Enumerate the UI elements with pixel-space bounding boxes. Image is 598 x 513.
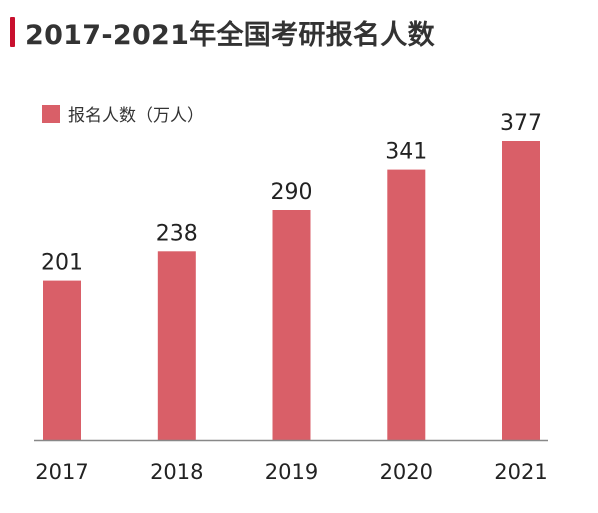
- data-label-2018: 238: [156, 221, 198, 246]
- data-label-2019: 290: [271, 180, 313, 205]
- bar-2019: [272, 210, 311, 440]
- legend-label: 报名人数（万人）: [68, 106, 204, 126]
- data-label-2017: 201: [41, 251, 83, 276]
- x-tick-label-2020: 2020: [380, 460, 433, 484]
- data-label-2021: 377: [500, 111, 542, 136]
- bar-2021: [502, 141, 540, 440]
- x-tick-label-2021: 2021: [494, 460, 547, 484]
- bars-layer: [43, 141, 540, 440]
- chart-legend: 报名人数（万人）: [42, 101, 204, 126]
- x-tick-label-2017: 2017: [35, 460, 88, 484]
- x-tick-label-2019: 2019: [265, 460, 318, 484]
- bar-2017: [43, 280, 81, 440]
- chart-header: 2017-2021年全国考研报名人数: [10, 14, 435, 51]
- bar-2018: [157, 251, 196, 440]
- x-tick-label-2018: 2018: [150, 460, 203, 484]
- legend-swatch: [42, 104, 60, 123]
- bar-2020: [387, 169, 426, 440]
- chart-title: 2017-2021年全国考研报名人数: [25, 19, 435, 51]
- title-accent-bar: [10, 17, 15, 47]
- data-label-2020: 341: [385, 140, 427, 165]
- labels-layer: 201 2017 238 2018 290 2019 341 2020 377 2021: [35, 111, 547, 484]
